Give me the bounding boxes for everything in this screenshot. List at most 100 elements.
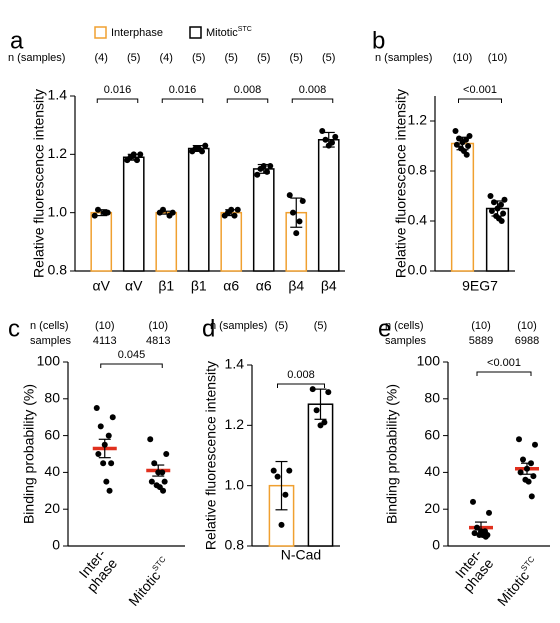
data-point	[456, 135, 462, 142]
header-value: (4)	[95, 52, 108, 64]
y-tick-label: 100	[417, 353, 441, 369]
data-point	[274, 473, 281, 480]
data-point	[471, 530, 478, 537]
data-point	[286, 467, 293, 474]
bar	[187, 147, 210, 272]
data-point	[195, 145, 202, 152]
data-point	[254, 171, 261, 178]
y-axis-label: Relative fluorescence intensity	[31, 89, 47, 278]
data-point	[528, 460, 534, 467]
category-superscript: STC	[151, 555, 168, 573]
panel-letter: d	[202, 315, 215, 342]
category-label: Inter-phase	[72, 545, 120, 594]
y-tick-label: 0	[432, 537, 440, 553]
bar	[220, 211, 243, 272]
y-tick-label: 0	[52, 537, 60, 553]
data-point	[532, 441, 538, 448]
data-point	[313, 407, 320, 414]
data-point	[270, 467, 277, 474]
legend-swatch	[94, 26, 107, 39]
data-point	[482, 533, 489, 540]
data-point	[103, 478, 110, 485]
data-point	[309, 386, 316, 393]
data-point	[130, 151, 137, 158]
data-point	[101, 209, 108, 216]
header-label: n (cells)	[30, 320, 69, 332]
data-point	[463, 151, 470, 158]
y-tick-label: 20	[424, 500, 440, 516]
bar	[155, 211, 178, 272]
category-line: Mitotic	[125, 567, 163, 608]
data-point	[264, 168, 270, 175]
header-label: n (cells)	[385, 320, 424, 332]
data-point	[474, 524, 480, 531]
y-tick-label: 1.0	[225, 476, 245, 492]
category-label: β4	[288, 278, 304, 294]
panel-letter: b	[372, 27, 385, 54]
legend-name: Interphase	[111, 27, 163, 39]
y-axis-label: Relative fluorescence intensity	[203, 361, 219, 550]
data-point	[498, 201, 504, 208]
data-point	[317, 422, 324, 429]
data-point	[260, 163, 267, 169]
y-tick-label: 100	[37, 353, 61, 369]
y-tick-label: 80	[44, 390, 60, 406]
comparison-bracket	[96, 98, 139, 103]
data-point	[525, 478, 532, 485]
data-point	[319, 128, 326, 134]
x-label: N-Cad	[281, 547, 321, 563]
y-tick-label: 1.4	[225, 356, 245, 372]
data-point	[234, 206, 241, 213]
p-value: 0.016	[169, 84, 197, 96]
header-value: (5)	[225, 52, 238, 64]
data-point	[286, 192, 293, 199]
legend-swatch	[189, 26, 202, 39]
data-point	[501, 196, 508, 203]
comparison-bracket	[161, 98, 204, 103]
data-point	[202, 142, 209, 149]
data-point	[101, 441, 108, 448]
y-tick-label: 0.0	[408, 262, 428, 278]
data-point	[299, 198, 306, 204]
data-point	[163, 451, 170, 457]
comparison-bracket	[291, 98, 334, 103]
comparison-bracket	[100, 363, 163, 368]
data-point	[91, 212, 98, 219]
y-tick-label: 1.2	[225, 416, 245, 432]
data-point	[494, 205, 501, 212]
category-label: β4	[321, 278, 337, 294]
data-point	[93, 405, 100, 411]
category-label: αV	[93, 278, 111, 294]
y-axis-label: Binding probability (%)	[21, 384, 37, 524]
y-tick-label: 60	[44, 426, 60, 442]
data-point	[517, 469, 524, 476]
bar	[450, 142, 475, 272]
data-point	[453, 141, 460, 148]
header-value: (5)	[275, 320, 288, 332]
y-tick-label: 0.8	[408, 162, 428, 178]
data-point	[155, 469, 162, 476]
header-value: (5)	[322, 52, 335, 64]
category-line: Mitotic	[494, 567, 532, 608]
header-value: (4)	[160, 52, 173, 64]
y-tick-label: 1.4	[48, 87, 68, 103]
data-point	[486, 509, 492, 516]
header-value: 6988	[515, 335, 539, 347]
data-point	[231, 212, 238, 219]
y-tick-label: 1.2	[408, 112, 428, 128]
comparison-bracket	[458, 98, 502, 103]
y-tick-label: 0.8	[48, 262, 68, 278]
data-point	[278, 521, 285, 528]
y-tick-label: 40	[44, 463, 60, 479]
p-value: 0.008	[287, 369, 315, 381]
category-label: MitoticSTC	[493, 555, 542, 609]
data-point	[452, 128, 459, 134]
bar	[307, 403, 334, 547]
category-label: MitoticSTC	[125, 555, 174, 609]
data-point	[137, 151, 144, 158]
bar	[252, 168, 275, 272]
header-value: (10)	[148, 320, 168, 332]
header-value: (5)	[192, 52, 205, 64]
p-value: 0.016	[104, 84, 132, 96]
